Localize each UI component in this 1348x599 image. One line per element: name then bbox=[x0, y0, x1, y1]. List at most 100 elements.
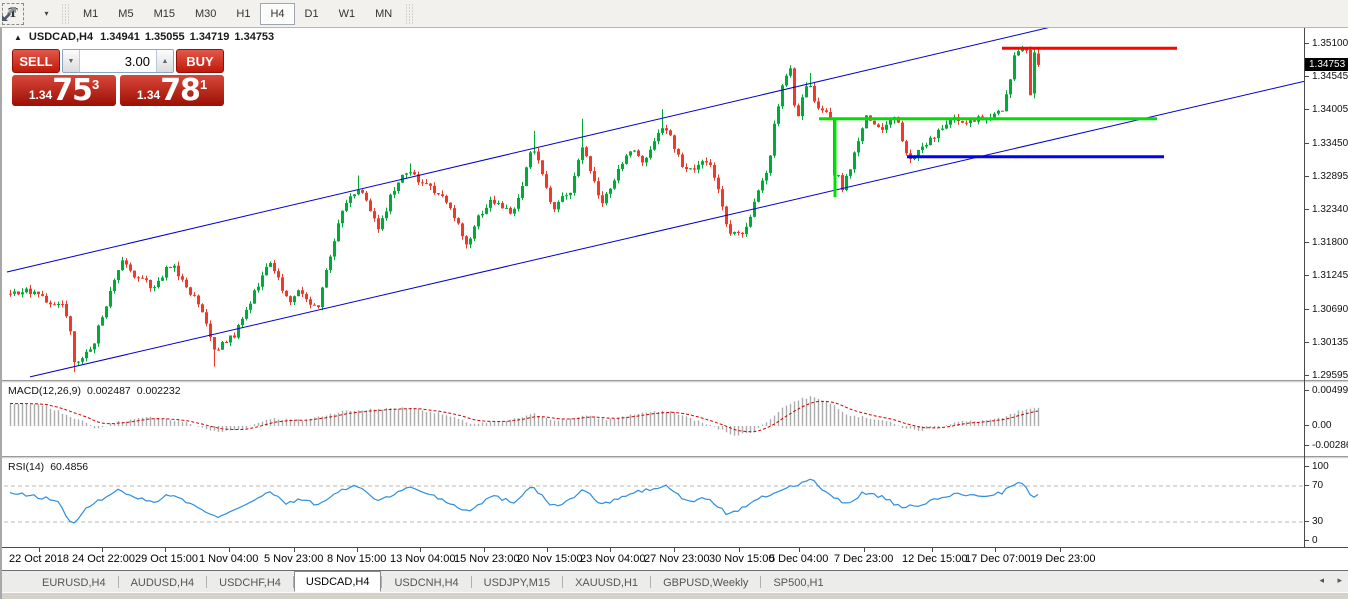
time-axis-tick bbox=[357, 548, 358, 552]
tab-separator bbox=[206, 576, 208, 588]
chart-tab-gbpusd-weekly[interactable]: GBPUSD,Weekly bbox=[663, 576, 749, 589]
sell-price-pip: 3 bbox=[91, 77, 100, 92]
macd-chart-canvas[interactable] bbox=[2, 383, 1304, 456]
chart-tab-sp500-h1[interactable]: SP500,H1 bbox=[773, 576, 824, 589]
macd-axis-label: 0.00 bbox=[1305, 420, 1331, 432]
buy-button[interactable]: BUY bbox=[176, 49, 224, 73]
price-chart-canvas[interactable] bbox=[2, 28, 1304, 380]
text-tool-button[interactable]: T bbox=[2, 2, 24, 25]
volume-decrease-button[interactable]: ▼ bbox=[63, 50, 80, 72]
time-axis-label: 13 Nov 04:00 bbox=[390, 553, 456, 565]
time-axis-tick bbox=[864, 548, 865, 552]
chart-tab-usdcnh-h4[interactable]: USDCNH,H4 bbox=[394, 576, 459, 589]
rsi-chart-canvas[interactable] bbox=[2, 459, 1304, 547]
timeframe-toolbar: M1 M5 M15 M30 H1 H4 D1 W1 MN bbox=[73, 0, 402, 28]
time-axis-tick bbox=[932, 548, 933, 552]
volume-input[interactable] bbox=[80, 50, 156, 72]
time-axis-label: 30 Nov 15:00 bbox=[709, 553, 775, 565]
tab-separator bbox=[470, 576, 472, 588]
time-axis-tick bbox=[547, 548, 548, 552]
volume-increase-button[interactable]: ▲ bbox=[156, 50, 173, 72]
time-axis-label: 15 Nov 23:00 bbox=[454, 553, 520, 565]
time-axis-label: 22 Oct 2018 bbox=[9, 553, 69, 565]
sell-button[interactable]: SELL bbox=[12, 49, 60, 73]
tabs-scroll-right-button[interactable]: ▸ bbox=[1337, 575, 1342, 585]
time-axis-tick bbox=[165, 548, 166, 552]
time-axis-label: 1 Nov 04:00 bbox=[199, 553, 259, 565]
tab-separator bbox=[562, 576, 564, 588]
pane-splitter[interactable] bbox=[2, 456, 1348, 459]
chart-tab-usdcad-h4[interactable]: USDCAD,H4 bbox=[293, 571, 382, 592]
axis-divider bbox=[1304, 28, 1305, 547]
chart-tab-usdchf-h4[interactable]: USDCHF,H4 bbox=[219, 576, 281, 589]
timeframe-button-h1[interactable]: H1 bbox=[236, 7, 251, 20]
timeframe-button-m1[interactable]: M1 bbox=[83, 7, 99, 20]
chart-tab-usdjpy-m15[interactable]: USDJPY,M15 bbox=[483, 576, 551, 589]
tab-separator bbox=[292, 576, 294, 588]
time-axis-label: 5 Nov 23:00 bbox=[264, 553, 324, 565]
tab-separator bbox=[381, 576, 383, 588]
diagonal-arrows-icon bbox=[2, 6, 16, 21]
buy-price-main: 78 bbox=[160, 73, 201, 108]
top-toolbar: T ▾ M1 M5 M15 M30 H1 H4 D1 W1 MN bbox=[0, 0, 1348, 28]
price-axis[interactable]: 1.34753 1.35100 1.34545 1.34005 1.33450 1.32… bbox=[1305, 28, 1348, 381]
pointer-tool-button[interactable]: ▾ bbox=[2, 3, 56, 25]
chart-window: ▲ USDCAD,H4 1.34941 1.35055 1.34719 1.34… bbox=[0, 28, 1348, 599]
triangle-up-icon: ▲ bbox=[161, 57, 169, 65]
tabs-scroll-left-button[interactable]: ◂ bbox=[1319, 575, 1324, 585]
timeframe-button-m30[interactable]: M30 bbox=[194, 7, 217, 20]
triangle-down-icon: ▼ bbox=[67, 57, 75, 65]
chart-title: ▲ USDCAD,H4 1.34941 1.35055 1.34719 1.34… bbox=[14, 31, 274, 43]
price-axis-label: 1.31800 bbox=[1305, 237, 1348, 249]
price-axis-label: 1.30690 bbox=[1305, 304, 1348, 316]
current-price-badge: 1.34753 bbox=[1305, 57, 1348, 71]
price-axis-label: 1.33450 bbox=[1305, 138, 1348, 150]
bar-low-value: 1.34719 bbox=[189, 31, 230, 43]
macd-axis-label: -0.00286 bbox=[1305, 440, 1348, 452]
timeframe-button-m5[interactable]: M5 bbox=[118, 7, 134, 20]
one-click-trading-panel: SELL ▼ ▲ BUY 1.34 75 3 bbox=[12, 49, 224, 106]
macd-signal-value: 0.002232 bbox=[136, 385, 181, 397]
time-axis-tick bbox=[1060, 548, 1061, 552]
buy-price-display[interactable]: 1.34 78 1 bbox=[120, 75, 224, 106]
timeframe-button-m15[interactable]: M15 bbox=[153, 7, 175, 20]
macd-axis-label: 0.004999 bbox=[1305, 385, 1348, 397]
chart-tab-eurusd-h4[interactable]: EURUSD,H4 bbox=[42, 576, 106, 589]
chevron-down-icon: ▾ bbox=[44, 9, 49, 18]
time-axis-tick bbox=[739, 548, 740, 552]
chart-symbol-label: USDCAD,H4 bbox=[28, 31, 94, 43]
time-axis-label: 17 Dec 07:00 bbox=[965, 553, 1031, 565]
chart-tab-xauusd-h1[interactable]: XAUUSD,H1 bbox=[575, 576, 639, 589]
chart-tab-audusd-h4[interactable]: AUDUSD,H4 bbox=[130, 576, 195, 589]
chart-ohlc: 1.34941 1.35055 1.34719 1.34753 bbox=[100, 31, 274, 43]
timeframe-button-mn[interactable]: MN bbox=[375, 7, 393, 20]
sell-price-display[interactable]: 1.34 75 3 bbox=[12, 75, 116, 106]
buy-price-prefix: 1.34 bbox=[136, 88, 161, 102]
price-axis-label: 1.34005 bbox=[1305, 104, 1348, 116]
time-axis-label: 19 Dec 23:00 bbox=[1030, 553, 1096, 565]
timeframe-button-w1[interactable]: W1 bbox=[338, 7, 356, 20]
bar-close-value: 1.34753 bbox=[234, 31, 275, 43]
time-axis-label: 8 Nov 15:00 bbox=[327, 553, 387, 565]
bar-open-value: 1.34941 bbox=[100, 31, 140, 43]
time-axis[interactable]: 22 Oct 2018 24 Oct 22:00 29 Oct 15:00 1 Nov… bbox=[2, 547, 1348, 570]
time-axis-tick bbox=[102, 548, 103, 552]
time-axis-label: 5 Dec 04:00 bbox=[769, 553, 829, 565]
toolbar-grip[interactable] bbox=[62, 3, 69, 24]
time-axis-tick bbox=[484, 548, 485, 552]
time-axis-label: 23 Nov 04:00 bbox=[580, 553, 646, 565]
one-click-panel-toggle-icon[interactable]: ▲ bbox=[14, 32, 22, 42]
price-axis-label: 1.34545 bbox=[1305, 71, 1348, 83]
timeframe-button-h4[interactable]: H4 bbox=[260, 2, 295, 25]
rsi-axis[interactable]: 100 70 30 0 bbox=[1305, 459, 1348, 547]
rsi-axis-label: 70 bbox=[1305, 480, 1323, 492]
toolbar-grip[interactable] bbox=[406, 3, 414, 24]
time-axis-tick bbox=[995, 548, 996, 552]
time-axis-tick bbox=[799, 548, 800, 552]
macd-axis[interactable]: 0.004999 0.00 -0.00286 bbox=[1305, 383, 1348, 456]
pane-splitter[interactable] bbox=[2, 380, 1348, 383]
tab-separator bbox=[650, 576, 652, 588]
bar-high-value: 1.35055 bbox=[144, 31, 185, 43]
timeframe-button-d1[interactable]: D1 bbox=[304, 7, 319, 20]
time-axis-tick bbox=[420, 548, 421, 552]
